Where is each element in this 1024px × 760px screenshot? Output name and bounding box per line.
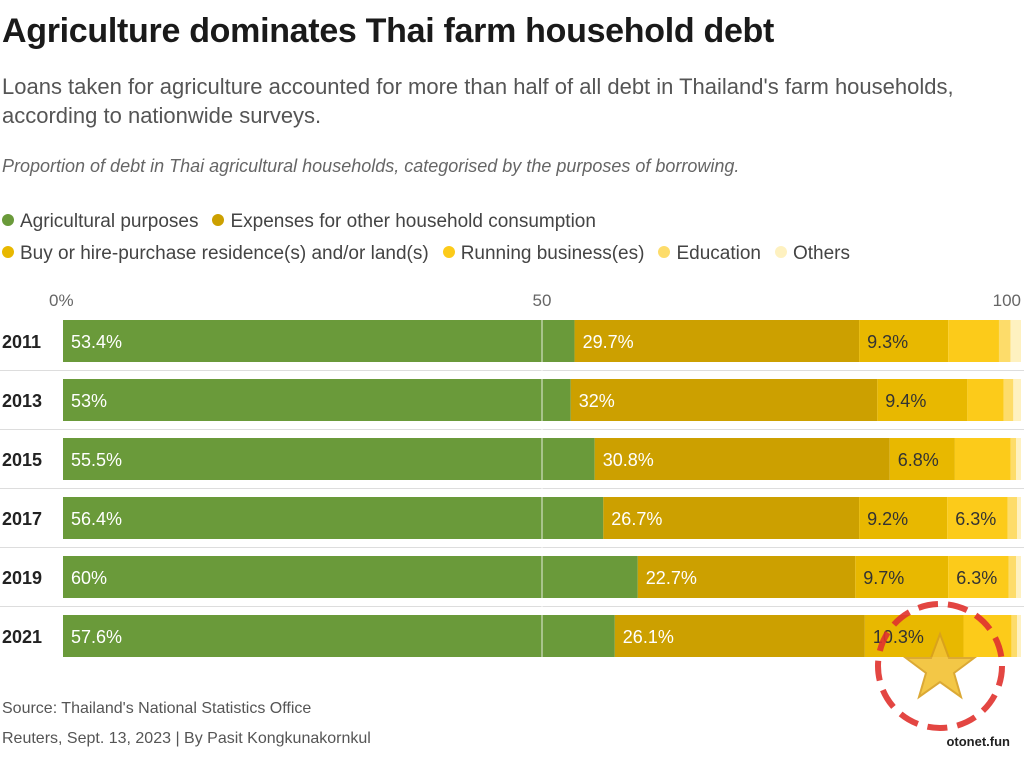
bar-segment xyxy=(859,320,949,362)
bar-segment xyxy=(948,320,999,362)
bar-segment xyxy=(1017,497,1021,539)
bar-segment xyxy=(63,320,575,362)
data-label: 30.8% xyxy=(603,450,654,470)
chart-description: Proportion of debt in Thai agricultural … xyxy=(2,156,740,176)
data-label: 53.4% xyxy=(71,332,122,352)
data-label: 22.7% xyxy=(646,568,697,588)
bar-segment xyxy=(1011,615,1018,657)
data-label: 26.7% xyxy=(611,509,662,529)
star-icon xyxy=(903,631,977,700)
stacked-bar-chart: 0% 50 100 2011 53.4% 29.7% 9.3% 2013 53% 32% 9.4% 2… xyxy=(0,291,1024,657)
data-label: 9.3% xyxy=(867,332,908,352)
watermark-emblem xyxy=(875,601,1005,731)
chart-title: Agriculture dominates Thai farm househol… xyxy=(2,12,775,50)
bar-segment xyxy=(1017,615,1021,657)
legend-label-1: Expenses for other household consumption xyxy=(230,211,596,232)
bar-segment xyxy=(1016,556,1021,598)
legend-swatch-1 xyxy=(212,213,225,226)
bar-segment xyxy=(614,615,865,657)
legend-item-2: Buy or hire-purchase residence(s) and/or… xyxy=(2,238,429,270)
bar-segment xyxy=(574,320,860,362)
legend-label-3: Running business(es) xyxy=(460,243,645,264)
bar-segment xyxy=(954,438,1011,480)
x-tick-label-0: 0% xyxy=(49,291,74,310)
bar-segment xyxy=(855,556,949,598)
bar-segment xyxy=(1008,556,1017,598)
legend-swatch-0 xyxy=(2,213,14,226)
x-tick-label-1: 50 xyxy=(533,291,552,310)
legend-label-2: Buy or hire-purchase residence(s) and/or… xyxy=(20,243,429,264)
data-label: 60% xyxy=(71,568,107,588)
x-tick-label-2: 100 xyxy=(993,291,1021,310)
data-label: 26.1% xyxy=(623,627,674,647)
bar-segment xyxy=(889,438,955,480)
legend-swatch-2 xyxy=(2,245,14,258)
legend-label-4: Education xyxy=(676,243,761,264)
year-label-2019: 2019 xyxy=(2,568,42,588)
bar-segment xyxy=(63,379,571,421)
legend-swatch-4 xyxy=(658,245,671,258)
legend: Agricultural purposes Expenses for other … xyxy=(2,206,1012,270)
data-label: 32% xyxy=(579,391,615,411)
legend-item-4: Education xyxy=(658,238,761,270)
data-label: 55.5% xyxy=(71,450,122,470)
bar-segment xyxy=(1010,438,1017,480)
source-note: Source: Thailand's National Statistics O… xyxy=(2,700,312,717)
data-label: 6.3% xyxy=(956,568,997,588)
bar-segment xyxy=(967,379,1004,421)
bar-segment xyxy=(63,497,604,539)
legend-item-3: Running business(es) xyxy=(442,238,645,270)
legend-item-1: Expenses for other household consumption xyxy=(212,206,596,238)
bar-segment xyxy=(947,497,1008,539)
legend-swatch-5 xyxy=(774,245,787,258)
data-label: 57.6% xyxy=(71,627,122,647)
data-label: 9.2% xyxy=(867,509,908,529)
legend-swatch-3 xyxy=(442,245,455,258)
bar-segment xyxy=(1013,379,1021,421)
bar-segment xyxy=(63,556,638,598)
bar-segment xyxy=(859,497,948,539)
bar-segment xyxy=(63,438,595,480)
bar-segment xyxy=(1016,438,1021,480)
year-label-2011: 2011 xyxy=(2,332,41,352)
legend-item-0: Agricultural purposes xyxy=(2,206,198,238)
year-label-2013: 2013 xyxy=(2,391,42,411)
legend-item-5: Others xyxy=(774,238,850,270)
year-label-2021: 2021 xyxy=(2,627,42,647)
bar-segment xyxy=(570,379,878,421)
watermark-text: otonet.fun xyxy=(946,734,1010,749)
bar-segment xyxy=(1003,379,1014,421)
bar-segment xyxy=(637,556,856,598)
bar-segment xyxy=(1010,320,1021,362)
data-label: 53% xyxy=(71,391,107,411)
data-label: 6.8% xyxy=(898,450,939,470)
bar-segment xyxy=(1007,497,1018,539)
year-label-2015: 2015 xyxy=(2,450,42,470)
bar-segment xyxy=(594,438,890,480)
bar-segment xyxy=(998,320,1011,362)
bar-segment xyxy=(877,379,968,421)
watermark: otonet.fun xyxy=(875,601,1010,749)
bar-segment xyxy=(603,497,860,539)
data-label: 56.4% xyxy=(71,509,122,529)
chart-subtitle: Loans taken for agriculture accounted fo… xyxy=(2,74,954,128)
credit-line: Reuters, Sept. 13, 2023 | By Pasit Kongk… xyxy=(2,730,371,747)
data-label: 9.4% xyxy=(885,391,926,411)
data-label: 9.7% xyxy=(863,568,904,588)
legend-label-0: Agricultural purposes xyxy=(20,211,199,232)
legend-label-5: Others xyxy=(792,243,850,264)
bar-segment xyxy=(63,615,615,657)
bar-segment xyxy=(948,556,1009,598)
year-label-2017: 2017 xyxy=(2,509,42,529)
data-label: 29.7% xyxy=(583,332,634,352)
data-label: 6.3% xyxy=(955,509,996,529)
